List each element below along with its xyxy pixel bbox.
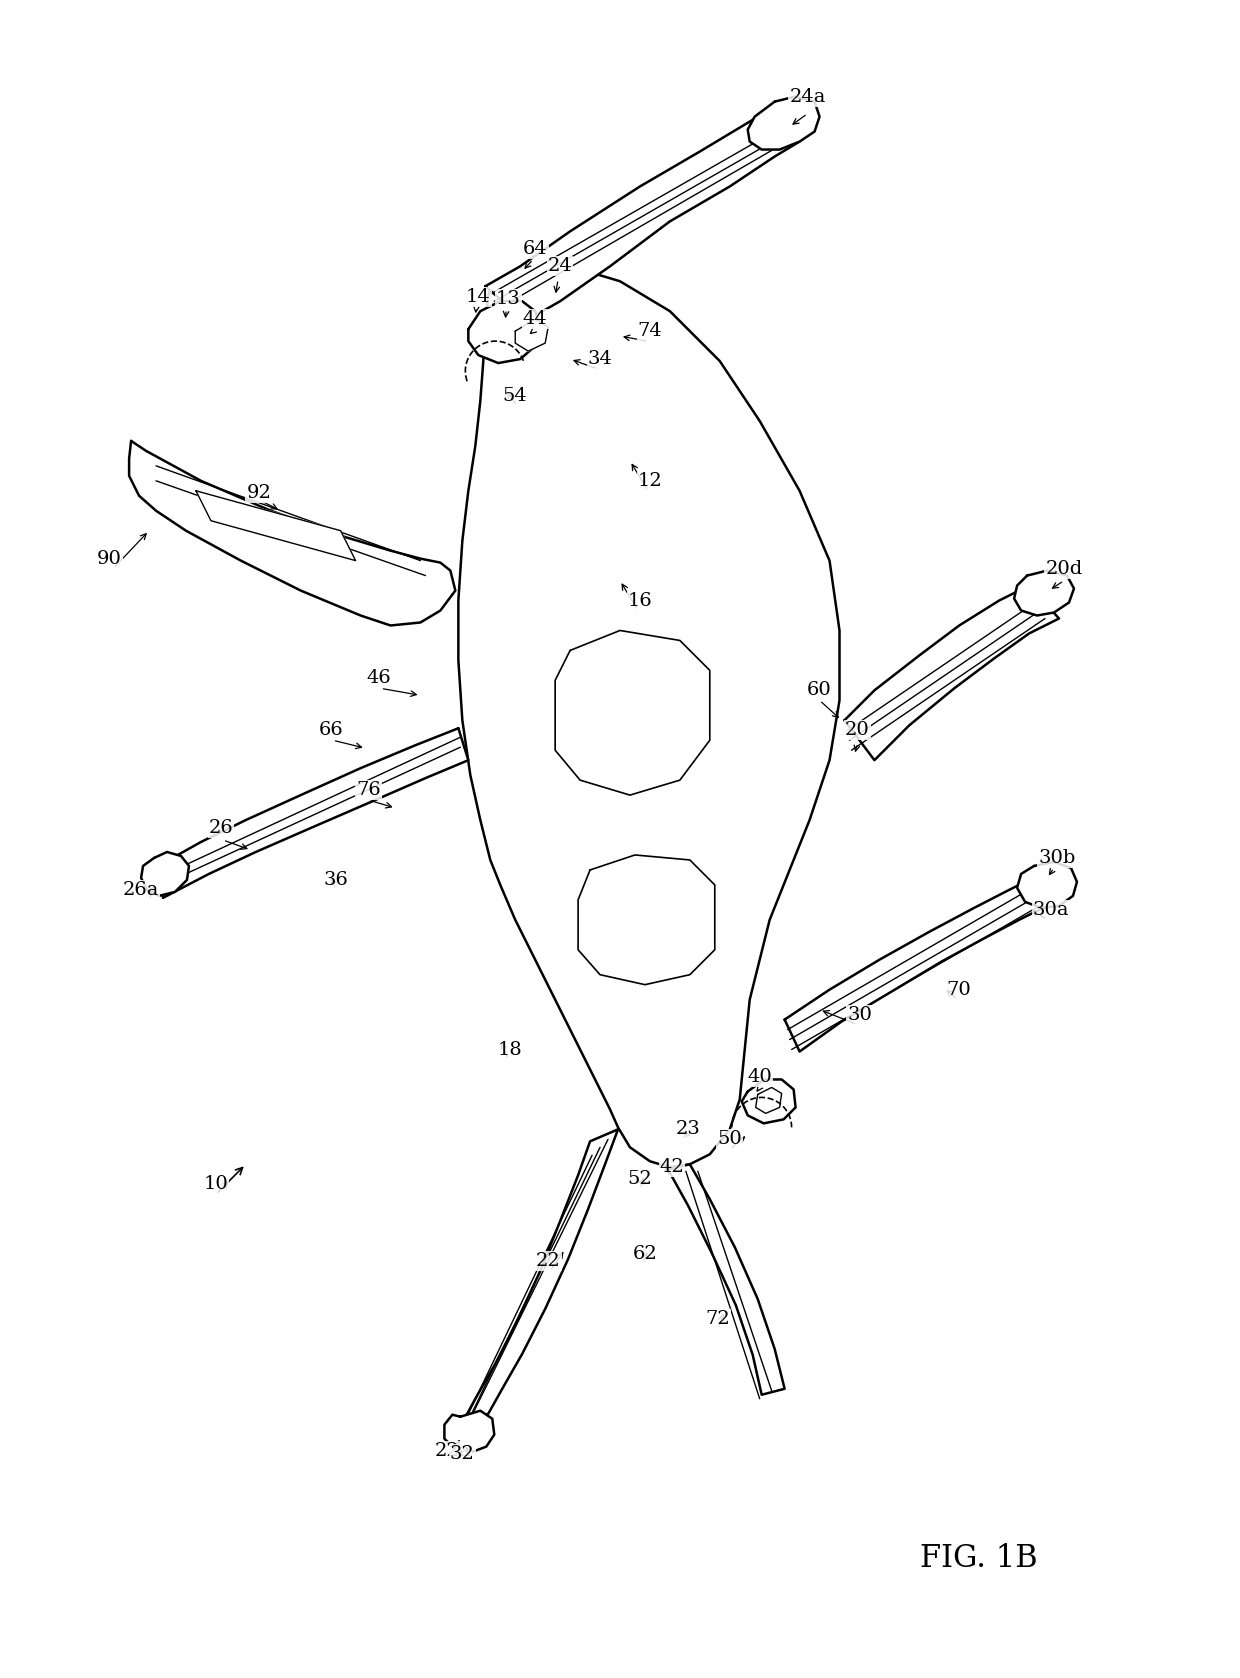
- Text: 42: 42: [660, 1158, 684, 1176]
- Polygon shape: [485, 104, 800, 320]
- Text: 92: 92: [247, 483, 272, 502]
- Text: 40: 40: [748, 1069, 773, 1086]
- Text: 30: 30: [847, 1005, 872, 1024]
- Polygon shape: [556, 631, 709, 795]
- Polygon shape: [516, 319, 548, 351]
- Polygon shape: [196, 490, 356, 560]
- Text: 32: 32: [450, 1445, 475, 1463]
- Polygon shape: [469, 302, 541, 362]
- Polygon shape: [755, 1087, 781, 1114]
- Text: 20: 20: [846, 722, 869, 740]
- Polygon shape: [459, 267, 839, 1168]
- Polygon shape: [844, 586, 1059, 760]
- Text: 64: 64: [523, 240, 548, 258]
- Text: 36: 36: [324, 871, 348, 889]
- Polygon shape: [1017, 862, 1078, 908]
- Polygon shape: [141, 852, 188, 896]
- Polygon shape: [129, 441, 455, 626]
- Text: 46: 46: [366, 670, 391, 688]
- Text: 12: 12: [637, 472, 662, 490]
- Text: 70: 70: [947, 980, 972, 998]
- Text: 26: 26: [208, 819, 233, 837]
- Text: 30b: 30b: [1038, 849, 1076, 868]
- Text: 18: 18: [498, 1040, 522, 1059]
- Text: 90: 90: [97, 550, 122, 567]
- Text: 30a: 30a: [1033, 901, 1069, 920]
- Text: FIG. 1B: FIG. 1B: [920, 1542, 1038, 1574]
- Polygon shape: [1014, 571, 1074, 616]
- Text: 22a: 22a: [434, 1441, 470, 1460]
- Text: 52: 52: [627, 1170, 652, 1188]
- Text: 16: 16: [627, 592, 652, 609]
- Polygon shape: [578, 856, 714, 985]
- Text: 66: 66: [319, 722, 343, 740]
- Text: 13: 13: [496, 290, 521, 309]
- Text: 76: 76: [356, 782, 381, 799]
- Text: 23: 23: [676, 1121, 701, 1138]
- Text: 24a: 24a: [790, 87, 826, 106]
- Text: 20d: 20d: [1045, 559, 1083, 577]
- Polygon shape: [668, 1165, 785, 1394]
- Text: 10: 10: [203, 1175, 228, 1193]
- Polygon shape: [742, 1079, 796, 1123]
- Text: 14: 14: [466, 289, 491, 305]
- Text: 50: 50: [718, 1131, 742, 1148]
- Text: 26a: 26a: [123, 881, 159, 899]
- Polygon shape: [785, 876, 1047, 1052]
- Text: 72: 72: [706, 1311, 730, 1327]
- Polygon shape: [159, 728, 469, 898]
- Polygon shape: [444, 1411, 495, 1453]
- Text: 44: 44: [523, 310, 548, 329]
- Text: 22: 22: [536, 1252, 560, 1270]
- Text: 24: 24: [548, 257, 573, 275]
- Text: 74: 74: [637, 322, 662, 341]
- Text: 62: 62: [632, 1245, 657, 1264]
- Text: 54: 54: [503, 388, 527, 404]
- Polygon shape: [748, 97, 820, 149]
- Text: 60: 60: [807, 681, 832, 700]
- Text: 34: 34: [588, 351, 613, 367]
- Polygon shape: [463, 1129, 618, 1423]
